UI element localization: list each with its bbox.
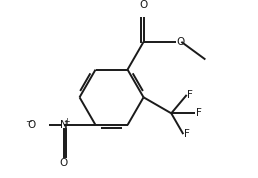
Text: +: + bbox=[63, 117, 69, 126]
Text: O: O bbox=[59, 158, 68, 168]
Text: −: − bbox=[26, 117, 32, 126]
Text: F: F bbox=[183, 129, 189, 139]
Text: N: N bbox=[60, 120, 67, 130]
Text: O: O bbox=[176, 37, 184, 47]
Text: O: O bbox=[139, 0, 148, 10]
Text: F: F bbox=[196, 108, 201, 118]
Text: O: O bbox=[27, 120, 36, 130]
Text: F: F bbox=[187, 90, 193, 100]
